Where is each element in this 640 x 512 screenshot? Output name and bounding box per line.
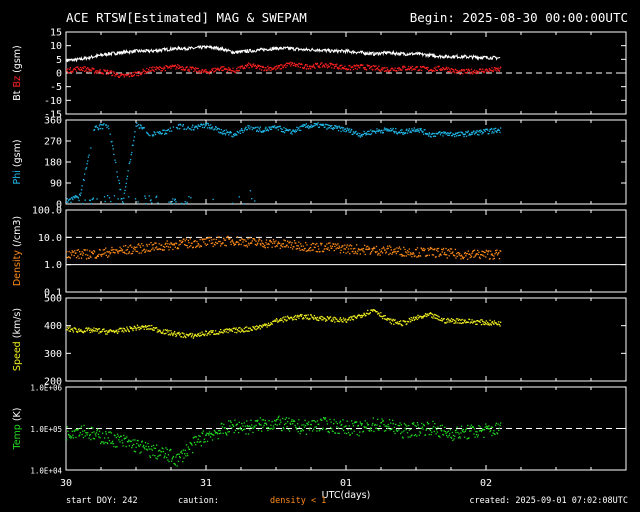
caution-label: caution: — [178, 496, 219, 506]
y-tick-label: 15 — [50, 28, 62, 39]
y-axis-label-speed: Speed (km/s) — [12, 308, 23, 371]
y-tick-label: -10 — [44, 96, 62, 107]
chart-title: ACE RTSW[Estimated] MAG & SWEPAM — [66, 10, 307, 25]
series-bt — [65, 44, 501, 63]
y-tick-label: -5 — [50, 82, 62, 93]
y-tick-label: 300 — [44, 349, 62, 360]
y-tick-label: 360 — [44, 116, 62, 127]
y-tick-label: 10 — [50, 41, 62, 52]
x-tick-label: 30 — [60, 478, 72, 489]
y-tick-label: 500 — [44, 294, 62, 305]
series-phi — [66, 122, 502, 205]
start-doy: start DOY: 242 — [66, 496, 138, 506]
y-tick-label: 1.0E+04 — [30, 467, 62, 476]
y-tick-label: 5 — [56, 55, 62, 66]
series-speed — [66, 309, 502, 339]
y-tick-label: 1.0E+05 — [30, 425, 62, 434]
caution-text: density < 1 — [270, 496, 327, 506]
panel-frame-phi — [65, 119, 627, 205]
x-tick-label: 02 — [480, 478, 492, 489]
y-axis-label-mag: Bt Bz (gsm) — [12, 45, 23, 100]
y-axis-label-phi: Phi (gsm) — [12, 139, 23, 184]
y-tick-label: 1.0 — [44, 260, 62, 271]
series-temp — [66, 415, 502, 467]
y-tick-label: 270 — [44, 137, 62, 148]
x-axis-title: UTC(days) — [322, 490, 371, 501]
x-tick-label: 31 — [200, 478, 212, 489]
series-bz — [66, 61, 502, 79]
y-tick-label: -15 — [44, 110, 62, 121]
begin-time: Begin: 2025-08-30 00:00:00UTC — [409, 10, 628, 25]
created-time: created: 2025-09-01 07:02:08UTC — [469, 496, 628, 506]
y-tick-label: 100.0 — [32, 206, 62, 217]
x-tick-label: 01 — [340, 478, 352, 489]
panel-frame-speed — [65, 297, 627, 382]
y-axis-label-temp: Temp (K) — [12, 408, 23, 451]
y-tick-label: 200 — [44, 377, 62, 388]
y-axis-label-density: Density (/cm3) — [12, 216, 23, 286]
y-tick-label: 0 — [56, 200, 62, 211]
y-tick-label: 0 — [56, 69, 62, 80]
y-tick-label: 90 — [50, 179, 62, 190]
series-density — [66, 235, 502, 260]
y-tick-label: 400 — [44, 321, 62, 332]
y-tick-label: 10.0 — [38, 233, 62, 244]
y-tick-label: 1.0E+06 — [30, 384, 62, 393]
y-tick-label: 180 — [44, 158, 62, 169]
y-tick-label: 0.1 — [44, 288, 62, 299]
